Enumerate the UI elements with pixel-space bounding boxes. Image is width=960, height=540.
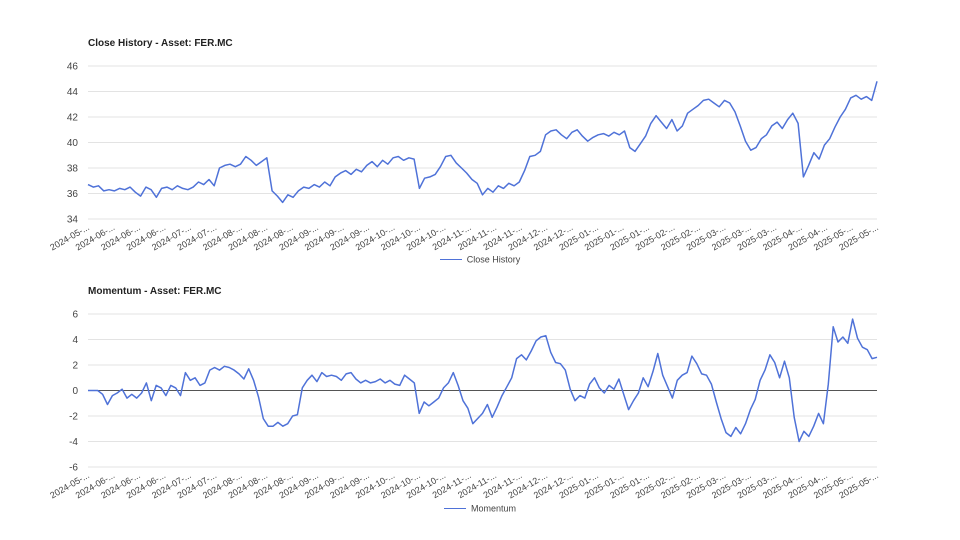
chart-title: Close History - Asset: FER.MC (88, 38, 233, 49)
y-tick-label: -6 (69, 463, 78, 474)
momentum-chart: -6-4-202462024-05-...2024-06-...2024-06-… (48, 310, 880, 501)
y-tick-label: -4 (69, 437, 78, 448)
y-tick-label: 38 (67, 164, 79, 175)
series-line-momentum (88, 318, 878, 443)
y-tick-label: 46 (67, 62, 79, 73)
y-tick-label: 6 (72, 310, 78, 321)
close-history-panel: Close History - Asset: FER.MC 34 36 38 40 42… (0, 38, 960, 265)
y-tick-label: -2 (69, 412, 78, 423)
y-tick-label: 0 (72, 386, 78, 397)
y-tick-label: 34 (67, 215, 79, 226)
legend-label: Close History (466, 254, 521, 265)
legend-label: Momentum (470, 503, 516, 514)
close-history-chart: 343638404244462024-05-...2024-06-...2024… (48, 62, 880, 253)
y-tick-label: 36 (67, 189, 79, 200)
legend-swatch (443, 508, 466, 510)
y-tick-label: 2 (72, 361, 78, 372)
y-tick-label: 40 (67, 138, 79, 149)
y-tick-label: 44 (67, 87, 79, 98)
legend-swatch (439, 259, 462, 261)
legend: Close History (0, 254, 960, 265)
chart-title: Momentum - Asset: FER.MC (88, 286, 222, 297)
y-tick-label: 4 (72, 335, 78, 346)
momentum-panel: Momentum - Asset: FER.MC -6 -4 -2 0 2 4 6 2024-… (0, 270, 960, 540)
legend: Momentum (0, 503, 960, 514)
y-tick-label: 42 (67, 113, 79, 124)
series-line-close-history (87, 81, 878, 204)
